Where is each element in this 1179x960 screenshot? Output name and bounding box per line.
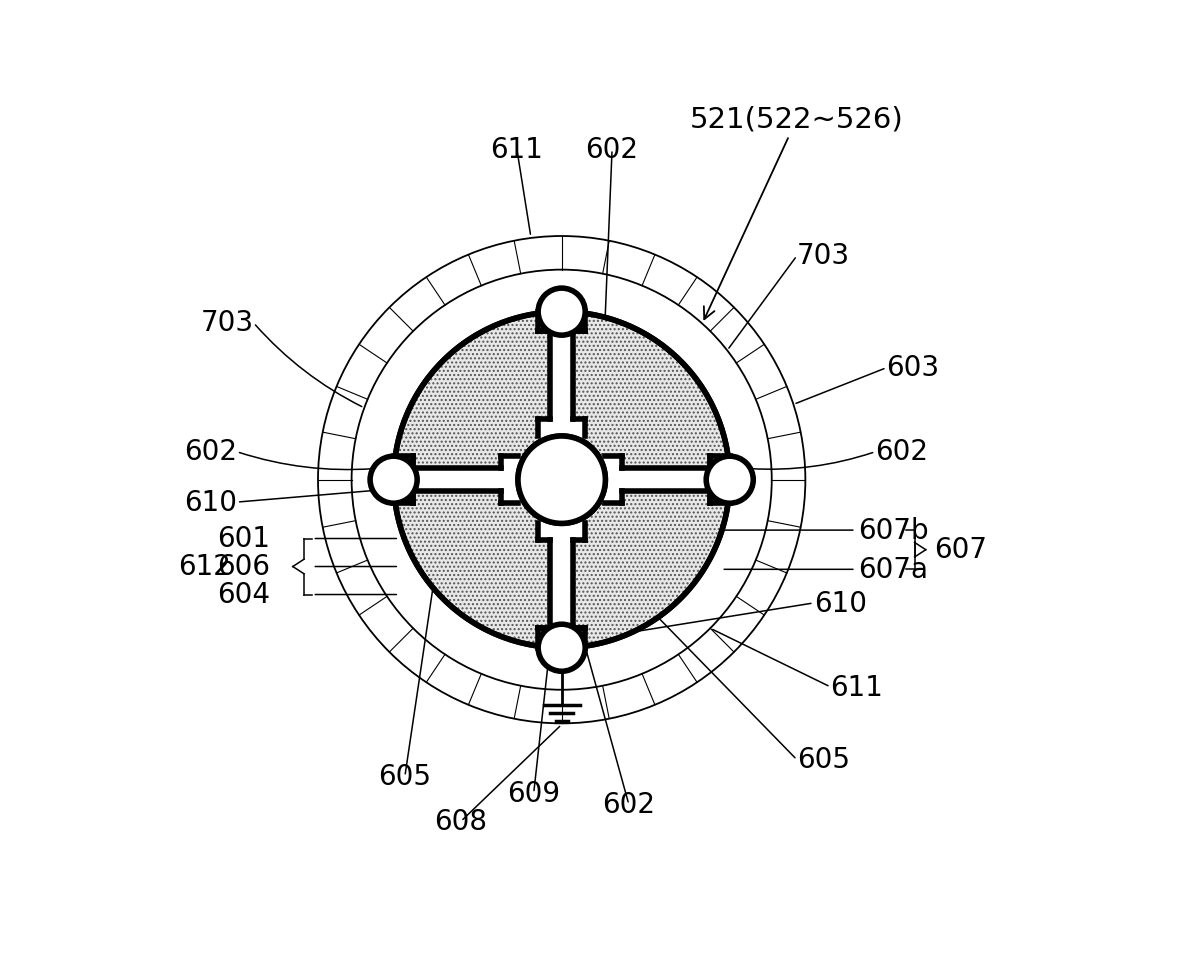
- Polygon shape: [601, 457, 623, 503]
- Text: 611: 611: [490, 135, 544, 164]
- Polygon shape: [390, 457, 413, 503]
- Text: 602: 602: [184, 438, 237, 466]
- Polygon shape: [551, 312, 573, 437]
- Polygon shape: [538, 420, 585, 440]
- Polygon shape: [538, 309, 585, 331]
- Circle shape: [318, 236, 805, 724]
- Polygon shape: [551, 523, 573, 648]
- Polygon shape: [538, 629, 585, 651]
- Text: 602: 602: [875, 438, 928, 466]
- Polygon shape: [501, 457, 521, 503]
- Text: 604: 604: [217, 581, 270, 609]
- Text: 610: 610: [814, 589, 867, 617]
- Circle shape: [518, 437, 605, 523]
- Text: 608: 608: [434, 807, 487, 835]
- Circle shape: [538, 289, 585, 336]
- Text: 603: 603: [887, 354, 940, 382]
- Text: 703: 703: [200, 309, 253, 337]
- Text: 602: 602: [602, 791, 656, 819]
- Circle shape: [706, 457, 753, 503]
- Text: 610: 610: [184, 489, 237, 516]
- Polygon shape: [605, 468, 730, 492]
- Text: 612: 612: [178, 553, 231, 581]
- Text: 611: 611: [830, 673, 883, 701]
- Text: 602: 602: [586, 135, 638, 164]
- Polygon shape: [538, 520, 585, 540]
- Polygon shape: [710, 457, 733, 503]
- Text: 703: 703: [797, 242, 850, 270]
- Text: 607: 607: [934, 536, 987, 564]
- Text: 609: 609: [507, 780, 560, 807]
- Circle shape: [538, 624, 585, 671]
- Circle shape: [370, 457, 417, 503]
- Polygon shape: [394, 468, 518, 492]
- Text: 605: 605: [378, 762, 432, 791]
- Text: 606: 606: [217, 553, 270, 581]
- Text: 607b: 607b: [858, 516, 929, 544]
- Text: 521(522∼526): 521(522∼526): [690, 106, 903, 320]
- Text: 601: 601: [217, 525, 270, 553]
- Text: 605: 605: [797, 746, 850, 774]
- Text: 607a: 607a: [858, 556, 928, 584]
